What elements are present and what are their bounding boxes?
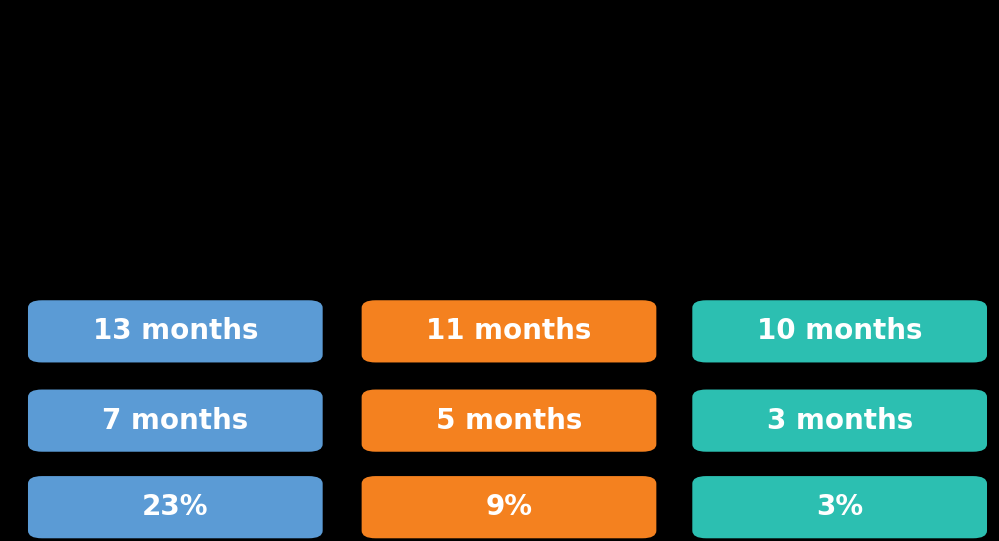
Text: 3 months: 3 months — [766, 407, 913, 434]
Text: 11 months: 11 months — [427, 318, 591, 345]
Text: 9%: 9% — [486, 493, 532, 521]
Text: 7 months: 7 months — [102, 407, 249, 434]
Text: 23%: 23% — [142, 493, 209, 521]
Text: 13 months: 13 months — [93, 318, 258, 345]
Text: 10 months: 10 months — [757, 318, 922, 345]
Text: 5 months: 5 months — [436, 407, 582, 434]
Text: 3%: 3% — [816, 493, 863, 521]
